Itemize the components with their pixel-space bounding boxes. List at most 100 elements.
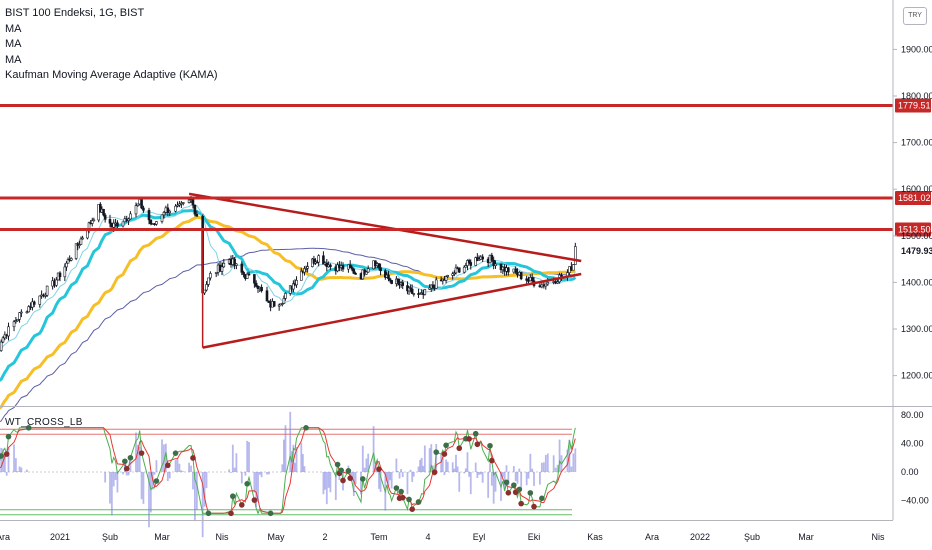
candle-body	[174, 205, 177, 212]
osc-histogram-bar	[244, 472, 247, 476]
candle-body	[507, 267, 510, 273]
osc-histogram-bar	[556, 464, 559, 472]
legend-ma-1[interactable]: MA	[5, 22, 22, 35]
osc-histogram-bar	[149, 472, 152, 513]
candle-body	[214, 272, 218, 274]
candle-body	[469, 262, 473, 266]
osc-histogram-bar	[166, 472, 169, 482]
candle-body	[27, 306, 31, 313]
osc-histogram-bar	[387, 472, 390, 486]
cross-dot	[466, 436, 472, 442]
candle-body	[412, 293, 416, 295]
osc-histogram-bar	[419, 459, 421, 472]
osc-histogram-bar	[230, 472, 232, 473]
candle-body	[574, 246, 577, 265]
candle-body	[409, 287, 412, 290]
osc-histogram-bar	[546, 453, 549, 472]
osc-histogram-bar	[289, 411, 292, 472]
ma-long-line	[0, 247, 576, 423]
candle-body	[102, 208, 105, 216]
legend-title[interactable]: BIST 100 Endeksi, 1G, BIST	[5, 7, 145, 19]
cross-dot	[340, 477, 346, 484]
cross-dot	[165, 462, 171, 469]
osc-histogram-bar	[104, 472, 107, 483]
osc-tick-label: 40.00	[901, 439, 924, 449]
osc-histogram-bar	[18, 466, 21, 472]
legend-ma-3[interactable]: MA	[5, 53, 22, 66]
osc-histogram-bar	[329, 472, 332, 493]
candle-body	[352, 268, 356, 274]
osc-histogram-bar	[300, 442, 303, 472]
candle-body	[350, 267, 354, 270]
candle-body	[457, 267, 461, 273]
candle-body	[282, 298, 286, 304]
cross-dot	[409, 506, 415, 512]
candle-body	[303, 268, 306, 273]
candle-body	[410, 288, 414, 294]
cross-dot	[474, 441, 481, 448]
osc-histogram-bar	[490, 472, 493, 486]
osc-histogram-bar	[122, 472, 124, 475]
candle-body	[247, 273, 251, 276]
time-tick-label: 2021	[50, 532, 70, 542]
candle-body	[492, 260, 495, 266]
osc-histogram-bar	[386, 472, 388, 482]
osc-histogram-bar	[127, 472, 130, 476]
cross-dot	[172, 450, 179, 456]
osc-histogram-bar	[540, 462, 543, 472]
candle-body	[525, 278, 528, 281]
osc-histogram-bar	[440, 454, 443, 472]
candle-body	[329, 264, 332, 268]
candle-body	[348, 264, 352, 268]
candle-body	[193, 204, 197, 215]
osc-histogram-bar	[514, 472, 517, 482]
cross-dot	[228, 510, 234, 517]
osc-histogram-bar	[527, 472, 530, 479]
osc-histogram-bar	[412, 472, 415, 477]
price-tick-label: 1300.00	[901, 324, 932, 334]
osc-histogram-bar	[195, 472, 198, 511]
ma-yellow-line	[0, 215, 576, 410]
candle-body	[467, 260, 471, 263]
osc-histogram-bar	[469, 472, 472, 495]
osc-histogram-bar	[138, 446, 141, 472]
currency-badge[interactable]: TRY	[903, 7, 927, 25]
osc-histogram-bar	[176, 458, 179, 472]
level-price-label: 1513.50	[898, 225, 931, 235]
osc-histogram-bar	[255, 472, 258, 508]
candle-body	[142, 207, 145, 211]
candle-body	[45, 285, 49, 296]
candle-body	[423, 289, 427, 295]
osc-histogram-bar	[455, 454, 457, 472]
legend-kama[interactable]: Kaufman Moving Average Adaptive (KAMA)	[5, 69, 218, 81]
osc-histogram-bar	[456, 466, 459, 472]
candle-body	[306, 266, 309, 269]
cross-dot	[503, 479, 510, 486]
osc-histogram-bar	[327, 472, 330, 488]
oscillator-label[interactable]: WT_CROSS_LB	[5, 417, 83, 428]
candle-body	[428, 287, 431, 290]
candle-body	[12, 321, 16, 328]
time-tick-label: Nis	[872, 532, 885, 542]
candle-body	[454, 267, 458, 274]
osc-histogram-bar	[398, 472, 401, 479]
candle-body	[18, 312, 21, 320]
cross-dot	[338, 467, 345, 474]
osc-histogram-bar	[544, 455, 547, 472]
time-tick-label: Şub	[744, 532, 760, 542]
osc-histogram-bar	[153, 472, 156, 475]
candle-body	[103, 214, 107, 220]
osc-histogram-bar	[5, 472, 8, 476]
candle-body	[14, 320, 18, 323]
candle-body	[519, 272, 523, 280]
candle-body	[390, 280, 393, 284]
osc-histogram-bar	[446, 461, 449, 472]
candle-body	[220, 266, 224, 272]
osc-histogram-bar	[168, 472, 171, 479]
legend: BIST 100 Endeksi, 1G, BIST MA MA MA Kauf…	[5, 6, 218, 84]
legend-ma-2[interactable]: MA	[5, 38, 22, 50]
candle-body	[474, 257, 478, 266]
candle-body	[58, 272, 62, 278]
osc-histogram-bar	[334, 472, 337, 501]
